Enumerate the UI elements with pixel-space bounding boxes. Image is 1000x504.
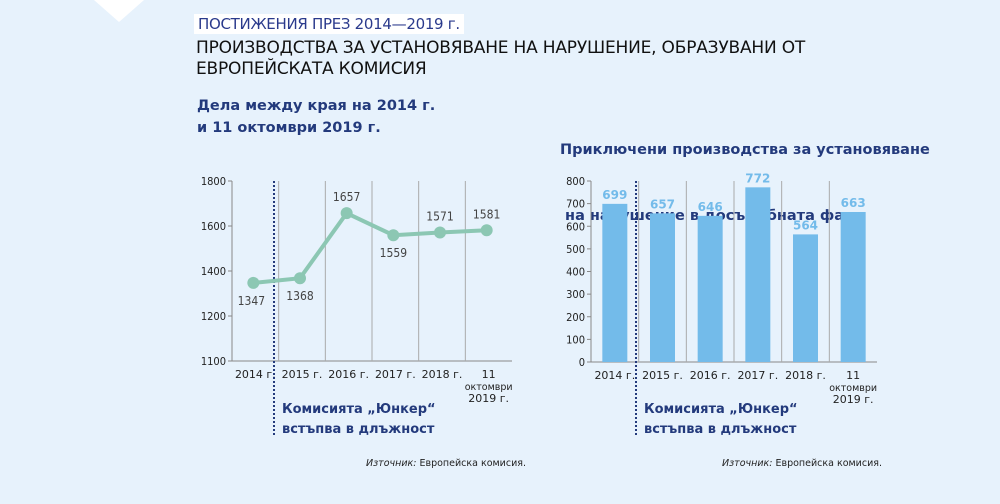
title-line: Приключени производства за установяване (560, 142, 930, 158)
y-tick-label: 500 (566, 243, 585, 256)
bar (602, 203, 628, 362)
y-tick-label: 800 (566, 175, 585, 188)
x-tick-label: 2015 г. (282, 368, 323, 381)
bar-label: 564 (793, 218, 818, 232)
y-tick-label: 700 (566, 198, 585, 211)
x-tick-label: октомври (829, 383, 877, 394)
x-tick-label: 2019 г. (468, 392, 509, 405)
bar (745, 187, 771, 362)
source-left: Източник: Европейска комисия. (366, 458, 526, 469)
data-label: 1347 (238, 294, 265, 308)
y-tick-label: 1200 (201, 310, 226, 323)
x-tick-label: 2017 г. (737, 369, 778, 382)
x-tick-label: 2019 г. (833, 393, 874, 406)
data-label: 1559 (380, 246, 408, 260)
data-label: 1581 (473, 207, 500, 221)
bar-label: 646 (698, 200, 723, 214)
source-label: Източник: (722, 458, 773, 469)
source-right: Източник: Европейска комисия. (722, 458, 882, 469)
x-tick-label: 2014 г. (235, 368, 276, 381)
data-point (480, 224, 493, 237)
bar (793, 234, 818, 362)
title-line: Дела между края на 2014 г. (197, 98, 436, 114)
annotation-text: Комисията „Юнкер“ (282, 402, 436, 417)
annotation-text: встъпва в длъжност (644, 422, 797, 437)
x-tick-label: 11 (846, 369, 860, 382)
y-tick-label: 400 (566, 266, 585, 279)
data-point (340, 207, 353, 220)
bar-label: 699 (602, 188, 627, 202)
y-tick-label: 600 (566, 220, 585, 233)
x-tick-label: 2018 г. (785, 369, 826, 382)
bar (697, 215, 723, 362)
y-tick-label: 1100 (201, 355, 226, 368)
data-point (247, 276, 260, 289)
data-point (387, 229, 400, 242)
page-title: ПРОИЗВОДСТВА ЗА УСТАНОВЯВАНЕ НА НАРУШЕНИ… (196, 38, 806, 79)
y-tick-label: 300 (566, 288, 585, 301)
y-tick-label: 0 (579, 356, 585, 369)
annotation-text: Комисията „Юнкер“ (644, 402, 798, 417)
source-text: Европейска комисия. (419, 458, 526, 469)
y-tick-label: 1400 (201, 265, 226, 278)
bar (840, 211, 866, 362)
source-label: Източник: (366, 458, 417, 469)
bar (650, 213, 675, 362)
x-tick-label: 11 (482, 368, 496, 381)
y-tick-label: 1800 (201, 175, 226, 188)
data-point (434, 226, 446, 239)
bar-label: 657 (650, 197, 675, 211)
title-line: и 11 октомври 2019 г. (197, 120, 381, 136)
y-tick-label: 1600 (201, 220, 226, 233)
data-line (253, 210, 487, 285)
data-label: 1657 (333, 190, 360, 204)
x-tick-label: 2018 г. (422, 368, 463, 381)
x-tick-label: 2014 г. (594, 369, 635, 382)
data-label: 1571 (426, 210, 453, 224)
x-tick-label: октомври (465, 382, 513, 393)
x-tick-label: 2017 г. (375, 368, 416, 381)
data-label: 1368 (286, 289, 314, 303)
bar-label: 663 (841, 196, 866, 210)
x-tick-label: 2016 г. (328, 368, 369, 381)
source-text: Европейска комисия. (775, 458, 882, 469)
annotation-text: встъпва в длъжност (282, 422, 435, 437)
x-tick-label: 2015 г. (642, 369, 683, 382)
y-tick-label: 100 (566, 333, 585, 346)
data-point (294, 272, 306, 285)
line-chart-title: Дела между края на 2014 г. и 11 октомври… (197, 95, 435, 139)
y-tick-label: 200 (566, 311, 585, 324)
kicker: ПОСТИЖЕНИЯ ПРЕЗ 2014—2019 г. (194, 14, 464, 34)
bar-label: 772 (745, 171, 770, 185)
x-tick-label: 2016 г. (690, 369, 731, 382)
